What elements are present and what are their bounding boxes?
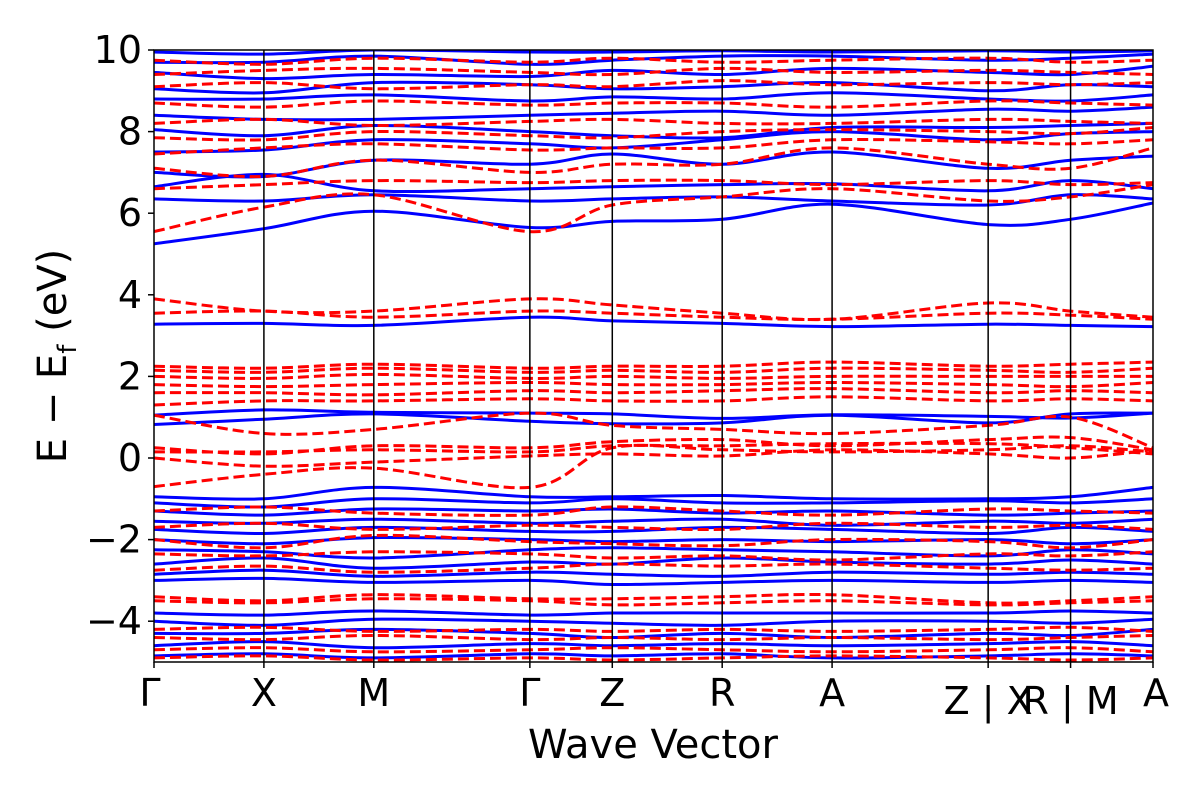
y-tick-label-0: −4 [86,599,142,643]
y-tick-label-3: 2 [118,354,142,398]
plot-background [154,50,1153,662]
y-axis-label-sub: f [53,344,83,354]
y-tick-label-6: 8 [118,110,142,154]
x-tick-label-4: Z [599,671,625,715]
y-axis-label: E − Ef (eV) [30,249,83,464]
red-dashed-band-24 [154,521,1153,532]
blue-solid-band-29 [154,652,1153,660]
red-dashed-band-5 [154,395,1153,407]
blue-solid-band-14 [154,50,1153,56]
red-dashed-band-16 [154,138,1153,156]
blue-solid-band-25 [154,609,1153,617]
y-tick-label-4: 4 [118,273,142,317]
blue-solid-band-28 [154,640,1153,650]
y-tick-label-1: −2 [86,518,142,562]
x-tick-label-8: R | M [1022,679,1118,724]
x-tick-label-0: Γ [139,671,160,715]
red-dashed-band-8 [154,372,1153,380]
red-dashed-band-33 [154,654,1153,662]
blue-solid-band-18 [154,517,1153,527]
blue-solid-band-11 [154,80,1153,95]
red-dashed-band-3 [154,435,1153,456]
red-dashed-band-26 [154,550,1153,562]
red-dashed-band-6 [154,387,1153,397]
blue-solid-band-23 [154,568,1153,578]
kpoint-lines [263,50,1072,662]
blue-solid-band-24 [154,576,1153,587]
red-dashed-band-29 [154,597,1153,607]
y-tick-label-2: 0 [118,436,142,480]
red-dashed-band-31 [154,633,1153,642]
blue-solid-band-26 [154,617,1153,627]
red-dashed-band-17 [154,126,1153,142]
red-dashed-band-22 [154,56,1153,66]
red-dashed-band-19 [154,99,1153,109]
x-tick-label-5: R [709,671,735,715]
red-dashed-band-32 [154,646,1153,654]
red-dashed-band-11 [154,309,1153,321]
x-tick-label-2: M [357,671,390,715]
red-dashed-band-23 [154,505,1153,517]
red-dashed-band-12 [154,297,1153,322]
red-dashed-band-28 [154,592,1153,605]
red-dashed-band-13 [154,183,1153,234]
red-dashed-band-27 [154,562,1153,574]
red-dashed-band-25 [154,533,1153,550]
x-axis-label: Wave Vector [528,722,779,768]
y-tick-label-7: 10 [94,28,142,72]
red-dashed-band-1 [154,448,1153,468]
blue-solid-band-22 [154,556,1153,570]
x-ticks: Γ X M Γ Z R A Z | XR | M A [139,662,1169,724]
x-tick-label-1: X [251,671,277,715]
x-tick-label-9: A [1143,671,1169,715]
red-dashed-band-7 [154,380,1153,389]
red-dashed-band-9 [154,366,1153,374]
x-tick-label-7: Z | X [944,679,1033,724]
red-dashed-band-14 [154,178,1153,191]
blue-solid-band-2 [154,315,1153,329]
y-tick-label-5: 6 [118,191,142,235]
red-dashed-band-15 [154,146,1153,179]
y-axis-label-main: E − E [30,354,76,464]
bands-layer [154,50,1153,662]
blue-solid-band-9 [154,105,1153,122]
x-tick-label-3: Γ [519,671,540,715]
blue-solid-band-15 [154,485,1153,501]
red-dashed-band-10 [154,360,1153,370]
blue-solid-band-17 [154,507,1153,517]
red-dashed-band-18 [154,117,1153,128]
x-tick-label-6: A [819,671,845,715]
red-dashed-band-4 [154,411,1153,450]
plot-frame [153,49,1154,663]
blue-solid-band-3 [154,201,1153,246]
red-dashed-band-30 [154,625,1153,633]
blue-solid-band-0 [154,408,1153,420]
red-dashed-band-21 [154,66,1153,77]
y-axis-label-tail: (eV) [30,249,76,345]
blue-solid-band-27 [154,627,1153,640]
red-dashed-band-20 [154,79,1153,91]
blue-solid-band-16 [154,497,1153,509]
y-ticks: −4 −2 0 2 4 6 8 10 [86,28,154,643]
blue-solid-band-8 [154,121,1153,140]
